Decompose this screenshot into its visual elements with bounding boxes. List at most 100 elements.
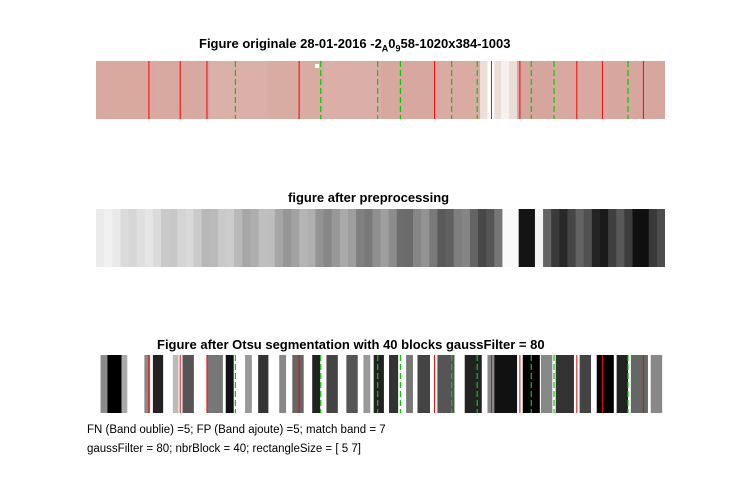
gray-band (250, 209, 260, 267)
gray-band (331, 209, 341, 267)
gray-band (144, 209, 154, 267)
gray-band (282, 209, 293, 267)
gray-band (396, 209, 406, 267)
gray-band (96, 209, 106, 267)
segmentation-block (363, 355, 371, 413)
gray-band (299, 209, 309, 267)
gray-band (226, 209, 236, 267)
strip-tone (152, 61, 211, 119)
panel3-title: Figure after Otsu segmentation with 40 b… (157, 337, 545, 352)
gray-band (421, 209, 431, 267)
gray-band (193, 209, 203, 267)
strip-tone (380, 61, 439, 119)
strip-tone (608, 61, 665, 119)
gray-band (640, 209, 650, 267)
segmentation-block (406, 355, 413, 413)
gray-band (502, 209, 512, 267)
gray-band (453, 209, 463, 267)
gray-band (291, 209, 301, 267)
gray-band (632, 209, 642, 267)
segmentation-block (437, 355, 455, 413)
segmentation-block (326, 355, 338, 413)
segmentation-block (172, 355, 179, 413)
segmentation-block (650, 355, 663, 413)
gray-band (323, 209, 333, 267)
segmentation-block (494, 355, 518, 413)
segmentation-block (389, 355, 399, 413)
bright-spot (315, 64, 320, 68)
segmentation-block (630, 355, 648, 413)
gray-band (575, 209, 585, 267)
gray-band (161, 209, 171, 267)
gray-band (518, 209, 528, 267)
otsu-segmentation-strip (96, 355, 665, 413)
strip-tone (266, 61, 325, 119)
gray-band (258, 209, 268, 267)
segmentation-block (206, 355, 223, 413)
gray-band (551, 209, 561, 267)
gray-band (136, 209, 146, 267)
gray-band (616, 209, 626, 267)
gray-band (461, 209, 471, 267)
segmentation-block (616, 355, 629, 413)
gray-band (404, 209, 415, 267)
gray-band (494, 209, 504, 267)
gray-band (437, 209, 447, 267)
gray-band (274, 209, 284, 267)
gray-band (201, 209, 211, 267)
segmentation-block (182, 355, 194, 413)
segmentation-block (100, 355, 108, 413)
gray-band (364, 209, 374, 267)
segmentation-block (417, 355, 431, 413)
segmentation-block (487, 355, 495, 413)
gray-band (543, 209, 553, 267)
gray-band (120, 209, 130, 267)
segmentation-block (373, 355, 384, 413)
strip-tone (551, 61, 610, 119)
gray-band (356, 209, 366, 267)
gray-band (185, 209, 195, 267)
gray-band (242, 209, 252, 267)
gray-band (591, 209, 601, 267)
gray-band (307, 209, 317, 267)
gray-band (429, 209, 439, 267)
segmentation-block (579, 355, 592, 413)
gray-band (104, 209, 114, 267)
panel1-title: Figure originale 28-01-2016 -2A0958-1020… (199, 36, 511, 54)
segmentation-block (121, 355, 128, 413)
segmentation-block (152, 355, 164, 413)
gray-band (510, 209, 520, 267)
segmentation-block (464, 355, 482, 413)
segmentation-block (225, 355, 234, 413)
gray-band (413, 209, 423, 267)
gray-band (567, 209, 577, 267)
gray-band (478, 209, 488, 267)
segmentation-block (279, 355, 287, 413)
gray-band (526, 209, 536, 267)
segmentation-block (258, 355, 269, 413)
bright-artifact (487, 61, 495, 119)
gray-band (388, 209, 398, 267)
gray-band (486, 209, 496, 267)
gray-band (624, 209, 634, 267)
gray-band (152, 209, 163, 267)
gray-band (648, 209, 658, 267)
segmentation-block (555, 355, 574, 413)
segmentation-block (596, 355, 614, 413)
strip-tone (96, 61, 154, 119)
gray-band (599, 209, 610, 267)
segmentation-block (144, 355, 151, 413)
gray-band (469, 209, 480, 267)
gray-band (559, 209, 569, 267)
gray-band (372, 209, 382, 267)
bright-artifact (480, 61, 518, 119)
bright-artifact (501, 61, 510, 119)
segmentation-block (312, 355, 321, 413)
gray-band (583, 209, 593, 267)
segmentation-block (292, 355, 304, 413)
gray-band (234, 209, 244, 267)
gray-band (169, 209, 179, 267)
gray-band (209, 209, 219, 267)
gray-band (380, 209, 390, 267)
gray-band (315, 209, 325, 267)
